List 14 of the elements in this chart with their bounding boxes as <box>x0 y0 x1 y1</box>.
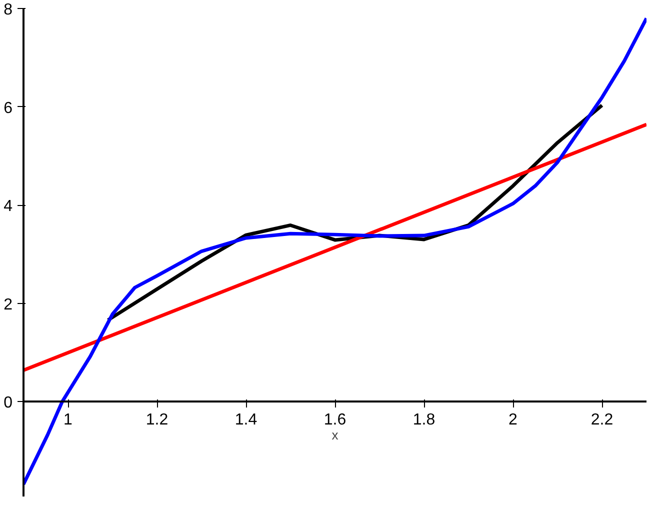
y-tick-label: 8 <box>4 2 13 18</box>
x-tick-label: 1.4 <box>234 412 258 429</box>
x-tick-label: 1 <box>64 412 73 429</box>
y-tick-label: 0 <box>4 394 13 412</box>
x-axis-title: x <box>332 428 339 442</box>
y-tick-label: 4 <box>4 198 13 216</box>
x-tick-label: 2 <box>508 412 518 429</box>
line-series <box>24 16 646 486</box>
y-tick-label: 6 <box>4 100 13 117</box>
x-tick-label: 2.2 <box>590 412 614 429</box>
y-tick-label: 2 <box>4 296 13 314</box>
x-tick-label: 1.2 <box>146 412 168 429</box>
x-tick-label: 1.6 <box>324 412 346 429</box>
x-tick-label: 1.8 <box>412 412 436 429</box>
